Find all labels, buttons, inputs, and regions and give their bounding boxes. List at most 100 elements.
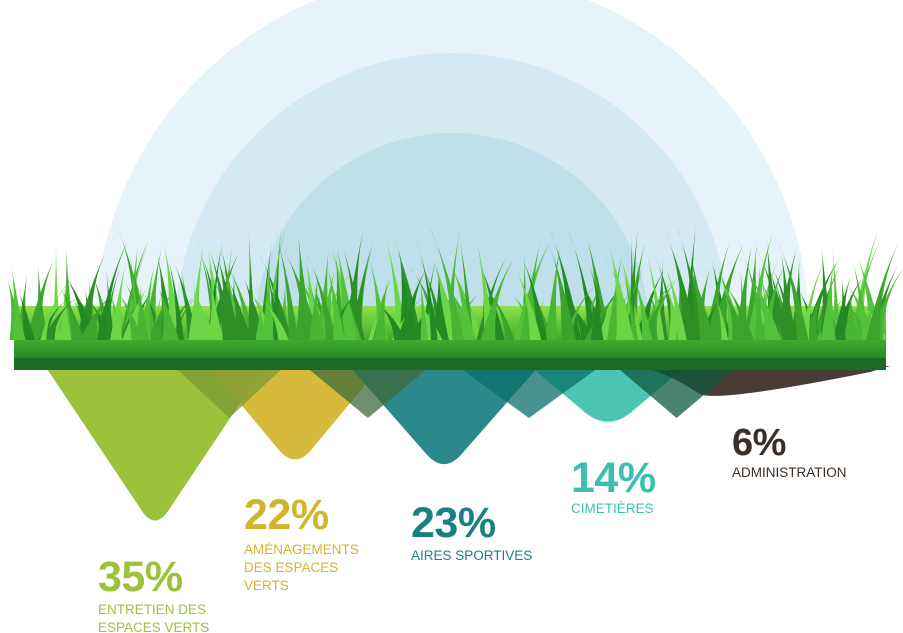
percent-administration: 6%	[732, 422, 786, 464]
grass-blade	[820, 242, 833, 340]
grass-blade	[866, 244, 899, 340]
grass-blade	[371, 298, 406, 340]
grass-blade	[193, 291, 217, 340]
grass-blade	[744, 268, 782, 340]
grass-blade	[309, 270, 320, 340]
grass-blade	[207, 283, 224, 340]
grass-blade	[148, 289, 175, 340]
grass-blade	[831, 239, 841, 340]
grass-blade	[712, 291, 729, 340]
grass-blade	[60, 268, 96, 340]
percent-aires-sportives: 23%	[411, 499, 496, 547]
grass-blade	[206, 241, 223, 340]
grass-blade	[665, 231, 698, 340]
grass-soil-edge	[14, 358, 886, 370]
caption-administration: ADMINISTRATION	[732, 465, 847, 480]
grass-blade	[720, 286, 748, 340]
grass-blade	[296, 230, 314, 340]
label-entretien: 35% ENTRETIEN DES ESPACES VERTS	[98, 556, 209, 633]
grass-blade	[205, 239, 233, 340]
grass-blade	[597, 279, 624, 340]
caption-cimetieres: CIMETIÈRES	[571, 501, 654, 516]
grass-blade	[483, 286, 515, 340]
grass-blade	[519, 250, 548, 340]
grass-blade	[476, 258, 506, 340]
grass-blade	[309, 285, 327, 340]
grass-blade	[130, 262, 149, 340]
data-wedges	[45, 366, 890, 521]
label-amenagements: 22% AMÉNAGEMENTS DES ESPACES VERTS	[244, 494, 359, 595]
grass-blade	[221, 255, 256, 340]
grass-blade	[18, 290, 35, 340]
label-administration: 6% ADMINISTRATION	[732, 424, 847, 482]
grass-blade	[620, 267, 639, 340]
grass-blade	[630, 269, 653, 340]
wedge-overlap-2	[305, 366, 431, 418]
grass-blade	[643, 244, 665, 340]
grass-blade	[397, 270, 426, 340]
grass-blade	[419, 272, 429, 340]
wedge-overlap-1	[173, 366, 285, 418]
grass-blade	[776, 239, 809, 340]
grass-blade	[737, 239, 766, 340]
wedge-overlap-3	[457, 366, 601, 418]
grass-blade	[832, 275, 852, 340]
grass-blade	[755, 245, 788, 340]
grass-blade	[843, 292, 860, 340]
grass-blade	[660, 255, 687, 340]
grass-blade	[590, 273, 604, 340]
grass-blade	[544, 243, 561, 340]
grass-blade	[760, 267, 771, 340]
grass-blade	[457, 227, 474, 340]
percent-entretien: 35%	[98, 553, 183, 601]
grass-blade	[519, 242, 541, 340]
grass-blade	[335, 240, 358, 340]
grass-blade	[392, 235, 422, 340]
grass-blade	[110, 263, 126, 340]
wedge-entretien	[45, 366, 265, 521]
grass-blade	[568, 231, 597, 340]
grass-blade	[59, 280, 72, 340]
grass-blade	[40, 283, 68, 340]
grass-blade	[555, 299, 589, 340]
grass-blade	[391, 294, 427, 340]
caption-entretien: ENTRETIEN DES ESPACES VERTS	[98, 602, 210, 633]
grass-blade	[120, 240, 149, 340]
label-aires-sportives: 23% AIRES SPORTIVES	[411, 502, 532, 565]
grass-blade	[607, 252, 623, 340]
grass-blade	[719, 279, 754, 340]
grass-blade	[774, 249, 797, 340]
grass-strip	[6, 225, 903, 370]
grass-blade	[820, 261, 836, 340]
grass-blade	[96, 241, 128, 340]
grass-blade	[188, 242, 205, 340]
grass-blade	[228, 279, 252, 340]
caption-amenagements: AMÉNAGEMENTS DES ESPACES VERTS	[244, 542, 359, 593]
grass-blade	[86, 298, 115, 340]
grass-blade	[10, 264, 26, 340]
grass-blade	[447, 256, 476, 340]
grass-blade	[79, 295, 111, 340]
grass-blade	[415, 238, 438, 340]
percent-amenagements: 22%	[244, 491, 329, 539]
grass-blade	[256, 295, 289, 340]
grass-blade	[56, 283, 84, 340]
grass-blade	[548, 244, 576, 340]
percent-cimetieres: 14%	[571, 454, 656, 502]
grass-blade	[480, 258, 514, 340]
label-cimetieres: 14% CIMETIÈRES	[571, 457, 656, 518]
grass-blade	[275, 231, 299, 340]
grass-blade	[166, 251, 185, 340]
grass-blades	[6, 225, 903, 340]
grass-blade	[261, 253, 274, 340]
grass-blade	[850, 240, 881, 340]
grass-blade	[398, 244, 417, 340]
grass-blade	[382, 228, 408, 340]
grass-blade	[843, 280, 878, 340]
grass-blade	[42, 297, 78, 340]
grass-blade	[558, 294, 595, 340]
grass-blade	[113, 287, 143, 340]
grass-blade	[429, 225, 464, 340]
